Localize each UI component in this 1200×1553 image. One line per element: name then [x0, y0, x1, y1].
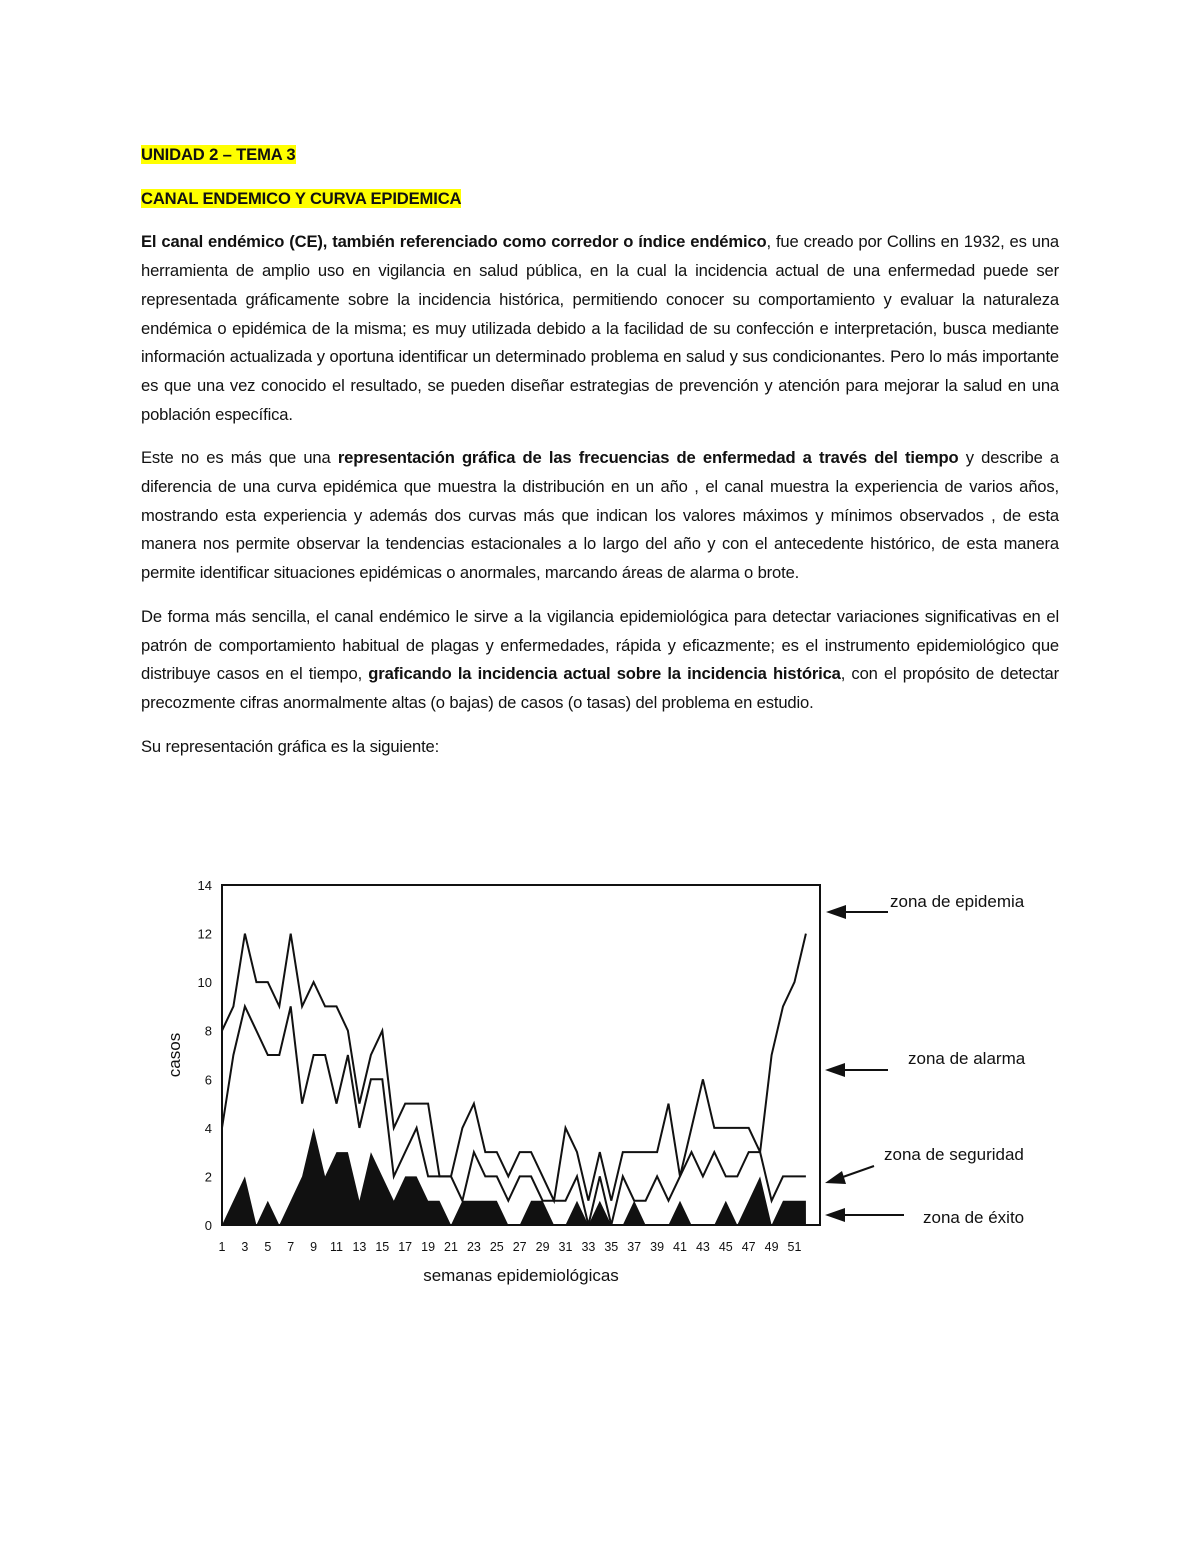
x-tick-label: 49: [765, 1240, 779, 1254]
label-zona-epidemia: zona de epidemia: [890, 892, 1025, 911]
x-tick-label: 45: [719, 1240, 733, 1254]
arrow-head-icon: [825, 1208, 845, 1222]
arrow-head-icon: [825, 1063, 845, 1077]
annotation-seguridad: zona de seguridad: [825, 1145, 1024, 1184]
annotation-exito: zona de éxito: [825, 1208, 1024, 1227]
label-zona-exito: zona de éxito: [923, 1208, 1024, 1227]
text-run: , fue creado por Collins en 1932, es una…: [141, 232, 1059, 424]
y-tick-labels: 0 2 4 6 8 10 12 14: [198, 878, 212, 1233]
x-tick-label: 33: [581, 1240, 595, 1254]
series-0-line: [221, 933, 807, 1205]
label-zona-seguridad: zona de seguridad: [884, 1145, 1024, 1164]
unit-heading: UNIDAD 2 – TEMA 3: [141, 141, 1059, 170]
x-tick-label: 5: [264, 1240, 271, 1254]
paragraph: De forma más sencilla, el canal endémico…: [141, 603, 1059, 718]
y-axis-label: casos: [165, 1033, 184, 1077]
plot-frame: [221, 884, 821, 1226]
annotation-alarma: zona de alarma: [825, 1049, 1026, 1077]
y-tick-label: 4: [205, 1121, 212, 1136]
y-tick-label: 8: [205, 1024, 212, 1039]
paragraphs: El canal endémico (CE), también referenc…: [141, 228, 1059, 761]
x-tick-labels: 1 3 5 7 9 11 13 15 17 19 21 23 25 27 29 31 33 35 37 39 41 43 4…: [219, 1240, 802, 1254]
x-tick-label: 25: [490, 1240, 504, 1254]
x-tick-label: 47: [742, 1240, 756, 1254]
text-run: De forma más sencilla, el canal endémico…: [141, 606, 1059, 684]
x-tick-label: 19: [421, 1240, 435, 1254]
y-tick-label: 0: [205, 1218, 212, 1233]
arrow-head-icon: [825, 1171, 846, 1184]
y-tick-label: 6: [205, 1072, 212, 1087]
y-tick-label: 14: [198, 878, 212, 893]
x-tick-label: 11: [330, 1240, 343, 1254]
arrow-seguridad: [839, 1165, 875, 1179]
x-tick-label: 37: [627, 1240, 641, 1254]
bold-text: graficando la incidencia actual sobre la…: [368, 664, 841, 684]
series-1-line: [221, 1003, 806, 1226]
x-tick-label: 13: [352, 1240, 366, 1254]
x-tick-label: 21: [444, 1240, 458, 1254]
text-run: Su representación gráfica es la siguient…: [141, 736, 440, 756]
arrow-head-icon: [826, 905, 846, 919]
bold-text: representación gráfica de las frecuencia…: [337, 448, 959, 468]
x-tick-label: 1: [219, 1240, 226, 1254]
x-tick-label: 41: [673, 1240, 687, 1254]
unit-heading-text: UNIDAD 2 – TEMA 3: [141, 145, 296, 164]
text-run: y describe a diferencia de una curva epi…: [141, 448, 1059, 583]
paragraph: El canal endémico (CE), también referenc…: [141, 228, 1059, 429]
x-tick-label: 7: [287, 1240, 294, 1254]
topic-heading-text: CANAL ENDEMICO Y CURVA EPIDEMICA: [141, 188, 462, 208]
chart-marks: [221, 933, 807, 1226]
y-tick-label: 10: [198, 975, 212, 990]
x-tick-label: 31: [559, 1240, 573, 1254]
x-tick-label: 35: [604, 1240, 618, 1254]
paragraph: Este no es más que una representación gr…: [141, 444, 1059, 588]
annotation-epidemia: zona de epidemia: [826, 892, 1025, 919]
text-run: , con el propósito de detectar precozmen…: [141, 664, 1060, 712]
bold-text: El canal endémico (CE), también referenc…: [141, 232, 767, 252]
x-tick-label: 27: [513, 1240, 527, 1254]
paragraph: Su representación gráfica es la siguient…: [141, 733, 1059, 762]
x-axis-label: semanas epidemiológicas: [423, 1266, 619, 1285]
x-tick-label: 43: [696, 1240, 710, 1254]
x-tick-label: 17: [398, 1240, 412, 1254]
document-body: UNIDAD 2 – TEMA 3 CANAL ENDEMICO Y CURVA…: [141, 141, 1059, 776]
x-tick-label: 39: [650, 1240, 664, 1254]
x-tick-label: 9: [310, 1240, 317, 1254]
x-tick-label: 23: [467, 1240, 481, 1254]
series-2-area: [222, 1127, 806, 1225]
x-tick-label: 3: [241, 1240, 248, 1254]
x-tick-label: 51: [788, 1240, 802, 1254]
y-tick-label: 12: [198, 927, 212, 942]
label-zona-alarma: zona de alarma: [908, 1049, 1026, 1068]
x-tick-label: 29: [536, 1240, 550, 1254]
y-tick-label: 2: [205, 1169, 212, 1184]
topic-heading: CANAL ENDEMICO Y CURVA EPIDEMICA: [141, 185, 1059, 214]
text-run: Este no es más que una: [141, 448, 338, 468]
x-tick-label: 15: [375, 1240, 389, 1254]
